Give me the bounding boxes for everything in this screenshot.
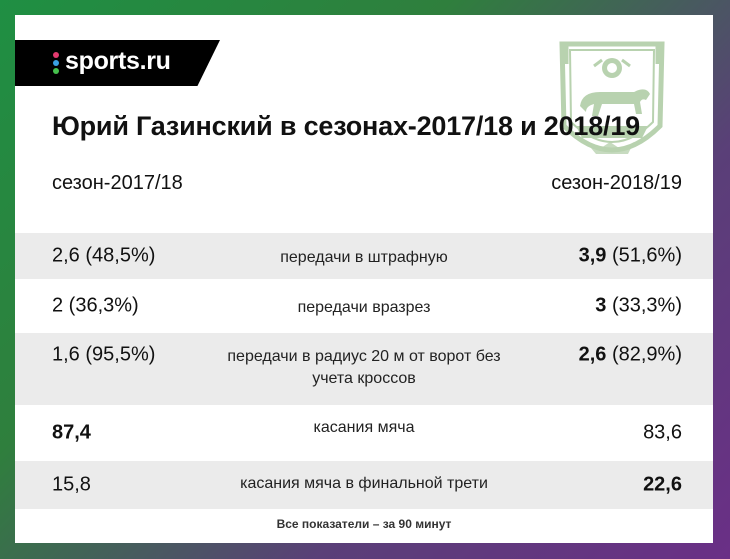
page-title: Юрий Газинский в сезонах-2017/18 и 2018/… <box>52 111 640 141</box>
stat-row: 1,6 (95,5%) передачи в радиус 20 м от во… <box>15 333 713 405</box>
right-value: 3,9 (51,6%) <box>578 244 682 267</box>
right-value: 2,6 (82,9%) <box>578 343 682 366</box>
left-value: 15,8 <box>52 473 91 496</box>
logo-dot-icon <box>53 68 59 74</box>
logo-dots-icon <box>53 52 61 74</box>
season-left-heading: сезон-2017/18 <box>52 172 183 194</box>
logo-text: sports.ru <box>65 47 171 75</box>
season-right-heading: сезон-2018/19 <box>551 172 682 194</box>
right-value: 22,6 <box>643 473 682 496</box>
sports-ru-logo[interactable]: sports.ru <box>15 40 220 86</box>
left-value: 87,4 <box>52 421 91 444</box>
logo-dot-icon <box>53 52 59 58</box>
metric-label: передачи вразрез <box>297 299 431 316</box>
logo-dot-icon <box>53 60 59 66</box>
left-value: 2,6 (48,5%) <box>52 244 156 267</box>
stat-row: 15,8 касания мяча в финальной трети 22,6 <box>15 461 713 509</box>
infographic-card: sports.ru Юрий Газинский в сезонах-2017/… <box>15 15 713 543</box>
stat-row: 87,4 касания мяча 83,6 <box>15 409 713 457</box>
right-value: 3 (33,3%) <box>595 294 682 317</box>
metric-label: передачи в штрафную <box>280 249 448 266</box>
right-value: 83,6 <box>643 421 682 444</box>
stat-row: 2,6 (48,5%) передачи в штрафную 3,9 (51,… <box>15 233 713 279</box>
metric-label: касания мяча <box>313 419 415 436</box>
metric-label: касания мяча в финальной трети <box>240 475 488 492</box>
footnote: Все показатели – за 90 минут <box>276 517 452 531</box>
stat-row: 2 (36,3%) передачи вразрез 3 (33,3%) <box>15 283 713 329</box>
left-value: 2 (36,3%) <box>52 294 139 317</box>
left-value: 1,6 (95,5%) <box>52 343 156 366</box>
club-crest-icon <box>559 41 665 154</box>
metric-label: передачи в радиус 20 м от ворот без учет… <box>227 348 501 387</box>
